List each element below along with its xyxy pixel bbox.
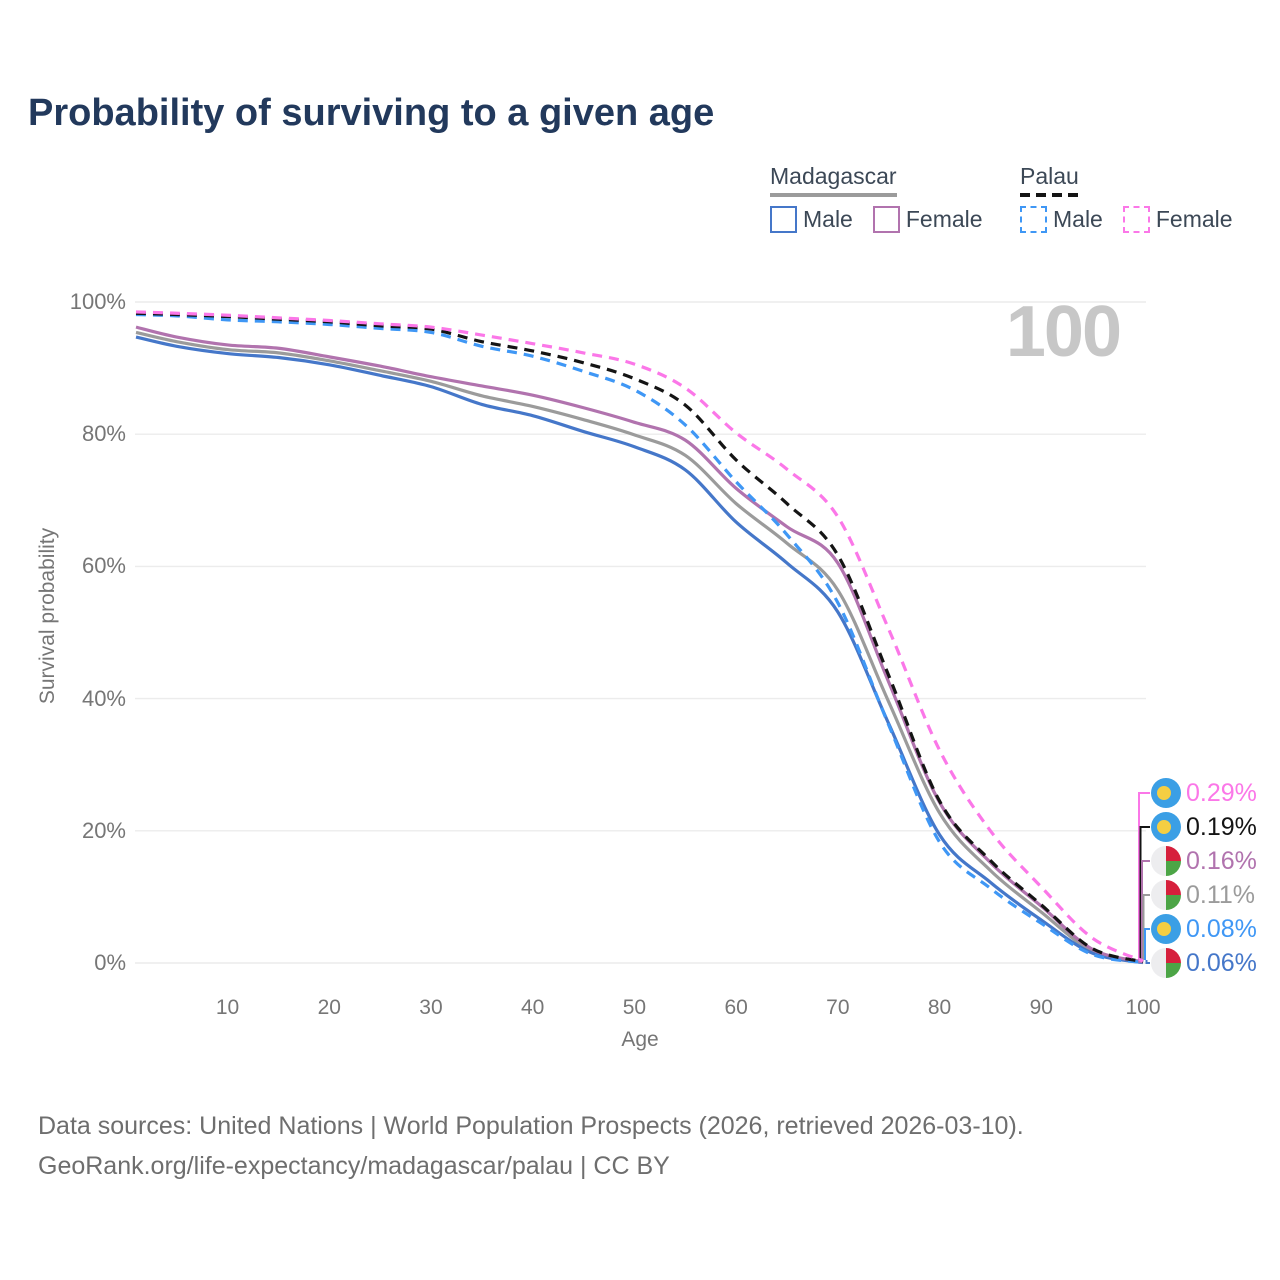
end-label-leader-line — [1138, 792, 1150, 960]
x-tick-label: 70 — [826, 996, 850, 1019]
end-value-label: 0.06% — [1186, 949, 1257, 977]
end-label-madagascar: 0.11% — [1151, 879, 1255, 911]
end-value-label: 0.29% — [1186, 779, 1257, 807]
x-tick-label: 100 — [1125, 996, 1161, 1019]
gridlines — [135, 301, 1146, 964]
legend-item-label: Female — [1155, 206, 1233, 232]
series-line-palau-female — [135, 310, 1144, 963]
madagascar-combined-line-swatch — [770, 193, 897, 197]
end-value-label: 0.19% — [1186, 813, 1257, 841]
palau-flag-icon — [1151, 778, 1181, 808]
end-label-madagascar-male: 0.06% — [1151, 947, 1257, 979]
palau-flag-icon — [1151, 914, 1181, 944]
end-value-label: 0.16% — [1186, 847, 1257, 875]
madagascar-male-swatch-icon — [770, 206, 797, 233]
madagascar-flag-icon — [1151, 948, 1181, 978]
y-tick-label: 60% — [81, 553, 126, 579]
legend-item-madagascar-female[interactable]: Female — [872, 206, 983, 233]
end-label-palau: 0.19% — [1151, 811, 1257, 843]
end-label-palau-female: 0.29% — [1151, 777, 1257, 809]
x-tick-label: 90 — [1029, 996, 1053, 1019]
end-label-leader-line — [1142, 894, 1150, 960]
palau-flag-icon — [1151, 812, 1181, 842]
series-line-palau-male — [135, 312, 1144, 965]
y-tick-label: 80% — [81, 421, 126, 447]
legend-header-madagascar: Madagascar — [770, 163, 897, 197]
end-value-label: 0.11% — [1186, 881, 1256, 909]
legend-item-label: Male — [803, 206, 853, 232]
legend-item-label: Male — [1053, 206, 1103, 232]
page-title: Probability of surviving to a given age — [28, 92, 715, 134]
legend-group-madagascar: Madagascar Male Female — [770, 163, 983, 233]
x-tick-label: 60 — [724, 996, 748, 1019]
y-tick-label: 40% — [81, 685, 126, 711]
series-line-madagascar-female — [135, 325, 1144, 964]
x-tick-label: 80 — [927, 996, 952, 1019]
x-tick-label: 40 — [521, 996, 545, 1019]
end-label-madagascar-female: 0.16% — [1151, 845, 1257, 877]
end-value-label: 0.08% — [1186, 915, 1257, 943]
palau-combined-line-swatch — [1020, 193, 1079, 197]
legend-header-palau-label: Palau — [1020, 163, 1079, 189]
end-label-leader-line — [1144, 928, 1150, 960]
chart-footer: Data sources: United Nations | World Pop… — [38, 1106, 1024, 1186]
x-tick-label: 10 — [215, 996, 240, 1019]
x-axis-title: Age — [621, 1028, 659, 1051]
x-tick-label: 20 — [317, 996, 341, 1019]
legend-item-palau-male[interactable]: Male — [1020, 206, 1103, 233]
madagascar-flag-icon — [1151, 880, 1181, 910]
legend-item-palau-female[interactable]: Female — [1122, 206, 1233, 233]
legend-item-label: Female — [905, 206, 983, 232]
y-tick-label: 100% — [69, 289, 126, 314]
series-line-madagascar — [135, 330, 1144, 964]
madagascar-female-swatch-icon — [872, 206, 900, 233]
end-label-leader-line — [1141, 860, 1150, 960]
age-counter-watermark: 100 — [1005, 292, 1122, 372]
end-label-palau-male: 0.08% — [1151, 913, 1257, 945]
legend-item-madagascar-male[interactable]: Male — [770, 206, 853, 233]
legend-group-palau: Palau Male Female — [1020, 163, 1233, 233]
series-line-madagascar-male — [135, 335, 1144, 965]
attribution-line: GeoRank.org/life-expectancy/madagascar/p… — [38, 1152, 670, 1180]
y-tick-label: 0% — [94, 950, 126, 975]
madagascar-flag-icon — [1151, 846, 1181, 876]
x-tick-label: 50 — [622, 996, 647, 1019]
end-label-leader-line — [1145, 960, 1150, 964]
y-tick-label: 20% — [81, 817, 126, 843]
palau-female-swatch-icon — [1122, 206, 1150, 233]
x-tick-label: 30 — [419, 996, 443, 1019]
y-axis-title: Survival probability — [36, 527, 59, 705]
end-label-leader-line — [1139, 826, 1150, 960]
legend-header-palau: Palau — [1020, 163, 1079, 197]
data-sources-line: Data sources: United Nations | World Pop… — [38, 1112, 1024, 1140]
legend-header-madagascar-label: Madagascar — [770, 163, 897, 189]
palau-male-swatch-icon — [1020, 206, 1047, 233]
